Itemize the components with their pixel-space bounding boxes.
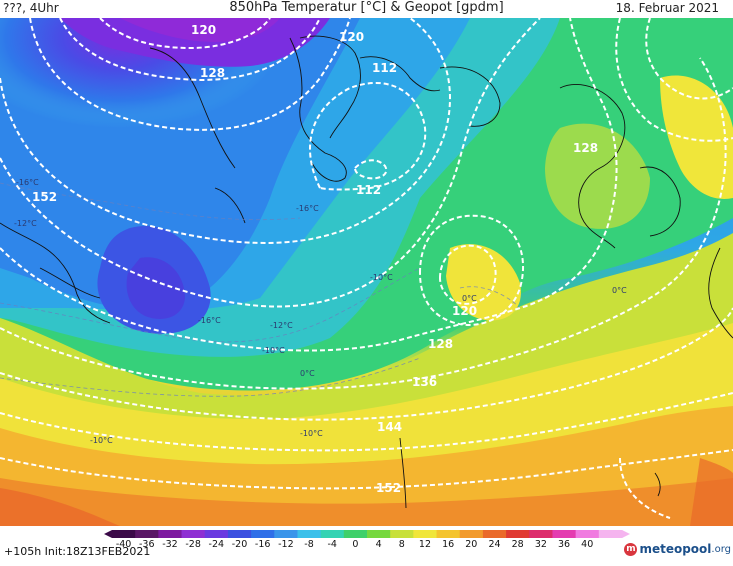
- legend-color-segment: [413, 530, 438, 538]
- legend-color-segment: [482, 530, 507, 538]
- isotherm-label: -16°C: [16, 178, 39, 187]
- legend-tick-label: -36: [139, 539, 155, 548]
- contour-label: 128: [428, 337, 453, 351]
- brand-name: meteopool: [639, 542, 712, 556]
- legend-color-segment: [529, 530, 553, 538]
- isotherm-label: -10°C: [300, 429, 323, 438]
- legend-tick-label: -28: [185, 539, 201, 548]
- legend-color-segment: [320, 530, 345, 538]
- isotherm-label: -10°C: [90, 436, 113, 445]
- legend-color-segment: [251, 530, 275, 538]
- legend-tick-label: 20: [465, 539, 477, 548]
- legend-tick-label: -16: [255, 539, 271, 548]
- temperature-labels: -16°C -16°C -12°C -10°C -10°C 0°C 0°C 0°…: [14, 178, 627, 445]
- legend-tick-label: 4: [376, 539, 382, 548]
- legend-tick-label: -12: [278, 539, 294, 548]
- legend-color-segment: [552, 530, 577, 538]
- legend-color-segment: [459, 530, 484, 538]
- contour-label: 144: [377, 420, 402, 434]
- contour-label: 128: [200, 66, 225, 80]
- forecast-time-label: ???, 4Uhr: [3, 1, 59, 15]
- brand-logo-icon: m: [624, 542, 638, 556]
- contour-label: 112: [356, 183, 381, 197]
- legend-color-segment: [436, 530, 461, 538]
- isotherm-label: -12°C: [270, 321, 293, 330]
- geopotential-labels: 120 128 120 112 112 128 152 120 128 136 …: [32, 23, 598, 495]
- contour-label: 152: [32, 190, 57, 204]
- legend-color-segment: [297, 530, 322, 538]
- map-header: ???, 4Uhr 850hPa Temperatur [°C] & Geopo…: [0, 0, 733, 18]
- legend-color-segment: [204, 530, 229, 538]
- geopotential-contours: [0, 18, 733, 519]
- legend-tick-label: 36: [558, 539, 570, 548]
- legend-tick-label: 0: [352, 539, 358, 548]
- legend-tick-label: -24: [209, 539, 225, 548]
- isotherms: [0, 182, 521, 397]
- isotherm-label: 0°C: [462, 294, 477, 303]
- legend-left-arrow: [104, 530, 112, 538]
- legend-color-segment: [227, 530, 252, 538]
- legend-tick-label: -32: [162, 539, 178, 548]
- legend-color-segment: [367, 530, 391, 538]
- legend-color-segment: [112, 530, 136, 538]
- legend-color-segment: [575, 530, 600, 538]
- contour-label: 120: [191, 23, 216, 37]
- legend-tick-label: 8: [399, 539, 405, 548]
- legend-tick-label: -4: [327, 539, 336, 548]
- contour-label: 152: [376, 481, 401, 495]
- contour-label: 128: [573, 141, 598, 155]
- legend-color-segment: [158, 530, 183, 538]
- isotherm-label: -16°C: [198, 316, 221, 325]
- isotherm-label: 0°C: [300, 369, 315, 378]
- legend-color-segment: [181, 530, 206, 538]
- legend-tick-label: 28: [512, 539, 524, 548]
- legend-tick-label: 32: [535, 539, 547, 548]
- isotherm-label: -10°C: [262, 346, 285, 355]
- isotherm-label: -16°C: [296, 204, 319, 213]
- legend-tick-label: 16: [442, 539, 454, 548]
- coastlines: [0, 35, 733, 509]
- brand-logo: m meteopool .org: [624, 542, 731, 556]
- legend-tick-label: 40: [581, 539, 593, 548]
- isotherm-label: 0°C: [612, 286, 627, 295]
- temperature-geopotential-map: 120 128 120 112 112 128 152 120 128 136 …: [0, 18, 733, 526]
- legend-tick-label: -20: [232, 539, 248, 548]
- isotherm-label: -10°C: [370, 273, 393, 282]
- contour-label: 120: [452, 304, 477, 318]
- legend-right-arrow: [622, 530, 630, 538]
- contour-label: 120: [339, 30, 364, 44]
- legend-color-segment: [598, 530, 623, 538]
- legend-color-segment: [506, 530, 530, 538]
- legend-color-segment: [343, 530, 368, 538]
- isotherm-label: -12°C: [14, 219, 37, 228]
- legend-tick-label: -8: [304, 539, 313, 548]
- legend-color-segment: [274, 530, 298, 538]
- legend-tick-label: 12: [419, 539, 431, 548]
- color-scale-legend: -40 -36 -32 -28 -24 -20 -16 -12 -8 -4 0 4 8 12 16 20 24 2…: [104, 530, 630, 548]
- contour-label: 112: [372, 61, 397, 75]
- map-title: 850hPa Temperatur [°C] & Geopot [gpdm]: [229, 0, 504, 15]
- legend-color-segment: [135, 530, 159, 538]
- legend-tick-label: 24: [488, 539, 500, 548]
- contour-label: 136: [412, 375, 437, 389]
- legend-color-segment: [390, 530, 414, 538]
- init-time-label: +105h Init:18Z13FEB2021: [4, 545, 151, 558]
- forecast-date: 18. Februar 2021: [615, 1, 719, 15]
- legend-tick-label: -40: [116, 539, 132, 548]
- brand-tld: .org: [711, 543, 731, 555]
